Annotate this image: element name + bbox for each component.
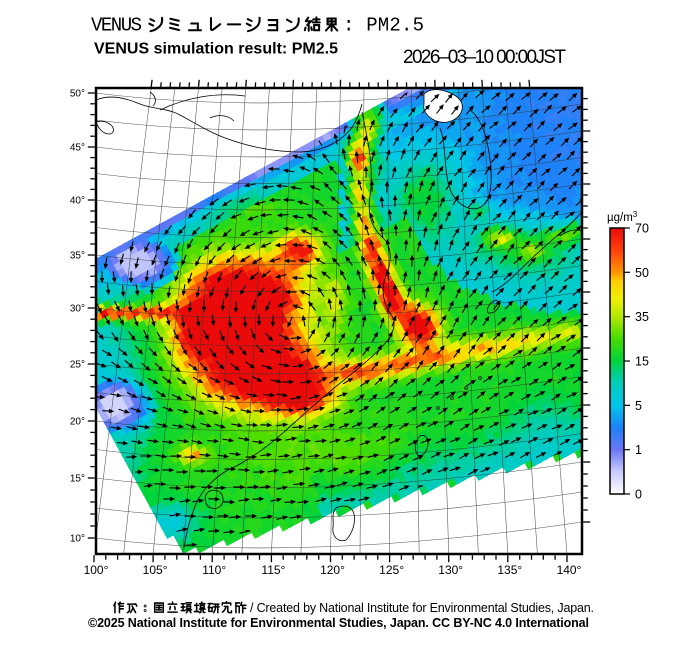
svg-text:25°: 25° bbox=[70, 360, 85, 371]
svg-text:105°: 105° bbox=[143, 563, 168, 577]
svg-text:100°: 100° bbox=[84, 563, 109, 577]
svg-text:/ Created by National Institut: / Created by National Institute for Envi… bbox=[250, 601, 594, 615]
svg-text:110°: 110° bbox=[202, 563, 226, 577]
svg-text:140°: 140° bbox=[557, 563, 582, 577]
svg-text:15: 15 bbox=[635, 355, 649, 369]
svg-text:0: 0 bbox=[635, 488, 642, 502]
svg-text:50: 50 bbox=[635, 266, 649, 280]
svg-text:30°: 30° bbox=[70, 304, 85, 315]
svg-text:1: 1 bbox=[635, 443, 642, 457]
svg-text:15°: 15° bbox=[70, 474, 85, 485]
svg-text:135°: 135° bbox=[497, 563, 522, 577]
svg-text:125°: 125° bbox=[379, 563, 404, 577]
svg-text:VENUS simulation result: PM2.5: VENUS simulation result: PM2.5 bbox=[94, 41, 338, 58]
svg-text:120°: 120° bbox=[320, 563, 345, 577]
svg-text:5: 5 bbox=[635, 399, 642, 413]
svg-text:45°: 45° bbox=[70, 143, 85, 154]
svg-text:115°: 115° bbox=[261, 563, 285, 577]
svg-text:40°: 40° bbox=[70, 196, 85, 207]
svg-text:35°: 35° bbox=[70, 251, 85, 262]
svg-text:©2025 National Institute for E: ©2025 National Institute for Environment… bbox=[88, 616, 589, 630]
svg-text:: PM2.5: : PM2.5 bbox=[343, 15, 424, 37]
svg-text:10°: 10° bbox=[70, 534, 85, 545]
svg-text:2026–03–10 00:00JST: 2026–03–10 00:00JST bbox=[403, 47, 566, 68]
svg-text:35: 35 bbox=[635, 310, 649, 324]
svg-text:70: 70 bbox=[635, 222, 649, 236]
svg-text:130°: 130° bbox=[438, 563, 463, 577]
svg-text:VENUS: VENUS bbox=[91, 15, 142, 37]
svg-text:20°: 20° bbox=[70, 417, 85, 428]
svg-text:50°: 50° bbox=[70, 89, 85, 100]
